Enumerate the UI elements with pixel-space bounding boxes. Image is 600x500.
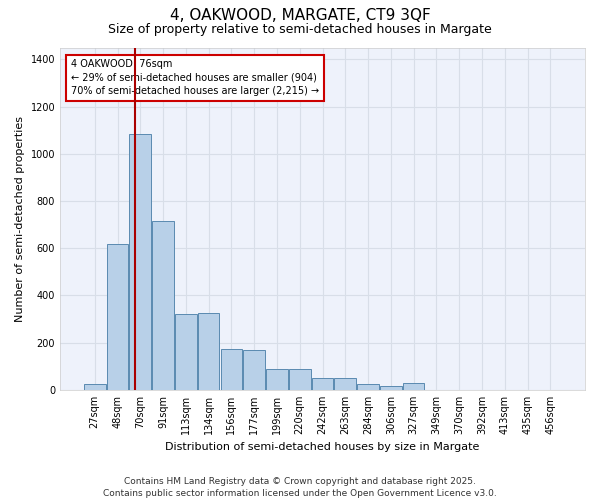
Bar bbox=[380, 386, 401, 390]
X-axis label: Distribution of semi-detached houses by size in Margate: Distribution of semi-detached houses by … bbox=[166, 442, 480, 452]
Bar bbox=[403, 383, 424, 390]
Bar bbox=[357, 384, 379, 390]
Bar bbox=[266, 368, 288, 390]
Bar bbox=[107, 244, 128, 390]
Bar bbox=[130, 134, 151, 390]
Text: 4 OAKWOOD: 76sqm
← 29% of semi-detached houses are smaller (904)
70% of semi-det: 4 OAKWOOD: 76sqm ← 29% of semi-detached … bbox=[71, 60, 319, 96]
Y-axis label: Number of semi-detached properties: Number of semi-detached properties bbox=[15, 116, 25, 322]
Text: 4, OAKWOOD, MARGATE, CT9 3QF: 4, OAKWOOD, MARGATE, CT9 3QF bbox=[170, 8, 430, 22]
Bar bbox=[152, 221, 174, 390]
Text: Size of property relative to semi-detached houses in Margate: Size of property relative to semi-detach… bbox=[108, 22, 492, 36]
Bar bbox=[312, 378, 334, 390]
Bar bbox=[221, 348, 242, 390]
Bar bbox=[84, 384, 106, 390]
Bar bbox=[175, 314, 197, 390]
Bar bbox=[289, 368, 311, 390]
Bar bbox=[244, 350, 265, 390]
Bar bbox=[198, 313, 220, 390]
Bar bbox=[334, 378, 356, 390]
Text: Contains HM Land Registry data © Crown copyright and database right 2025.
Contai: Contains HM Land Registry data © Crown c… bbox=[103, 476, 497, 498]
